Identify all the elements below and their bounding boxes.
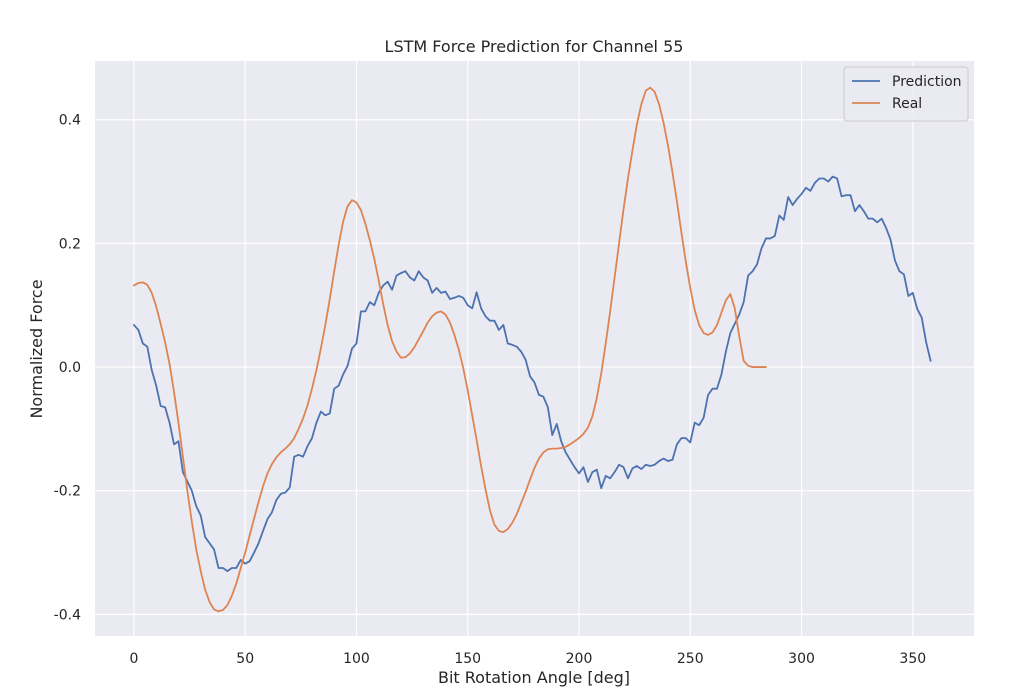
y-tick-label: 0.4 [59,113,81,129]
x-tick-labels: 0 50 100 150 200 250 300 350 [129,651,926,667]
y-axis-title: Normalized Force [27,279,46,418]
chart-title: LSTM Force Prediction for Channel 55 [385,37,684,56]
y-tick-labels: -0.4 -0.2 0.0 0.2 0.4 [54,113,81,624]
grid-lines [95,61,974,636]
legend-label-real: Real [892,96,922,112]
plot-background [95,61,974,636]
y-tick-label: 0.0 [59,360,81,376]
x-tick-label: 300 [788,651,815,667]
x-tick-label: 350 [899,651,926,667]
series-layer [133,86,932,613]
x-tick-label: 0 [129,651,138,667]
x-tick-label: 100 [343,651,370,667]
y-tick-label: 0.2 [59,236,81,252]
series-line-real [133,86,767,613]
series-line-prediction [133,175,932,572]
y-tick-label: -0.2 [54,484,81,500]
x-axis-title: Bit Rotation Angle [deg] [438,668,630,687]
x-tick-label: 200 [566,651,593,667]
x-tick-label: 150 [454,651,481,667]
legend: Prediction Real [843,66,969,122]
x-tick-label: 250 [677,651,704,667]
x-tick-label: 50 [236,651,254,667]
y-tick-label: -0.4 [54,607,81,623]
legend-label-prediction: Prediction [892,74,962,90]
